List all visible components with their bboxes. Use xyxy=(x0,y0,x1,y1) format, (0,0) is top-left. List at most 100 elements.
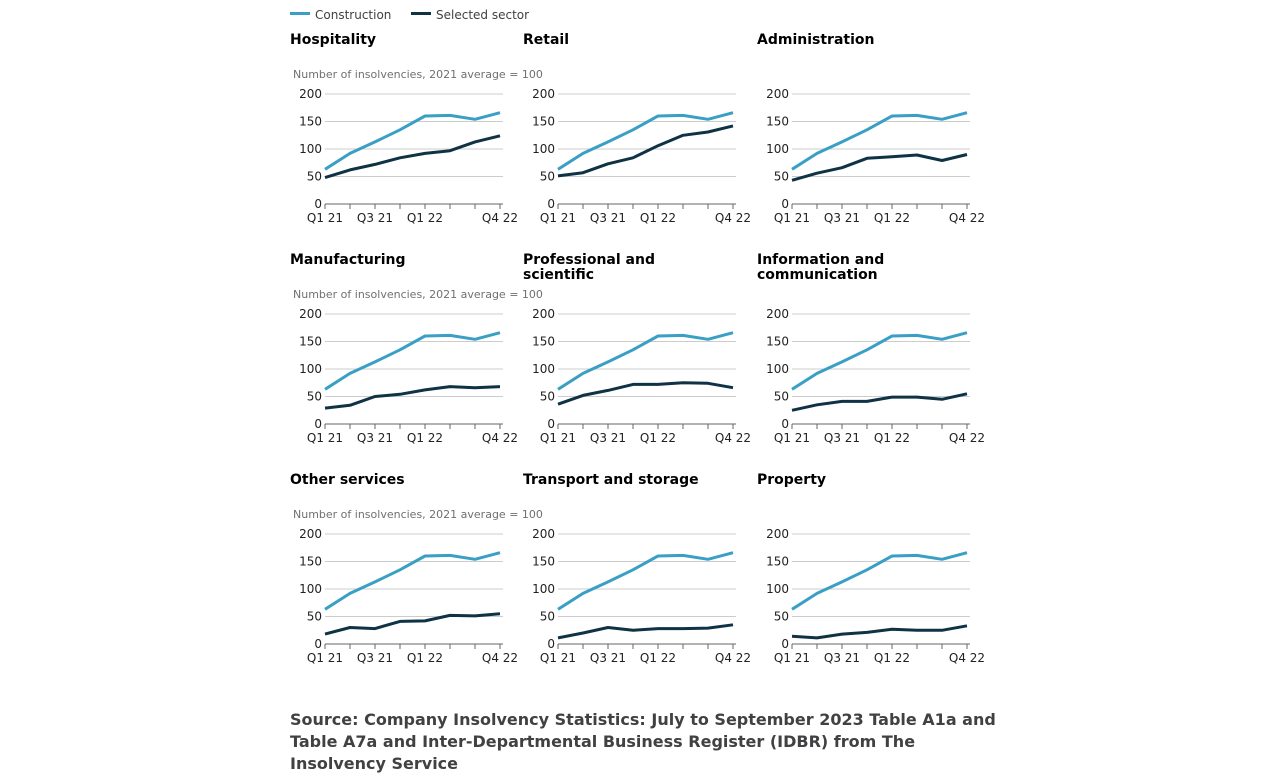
legend-item-selected-sector: Selected sector xyxy=(411,6,529,24)
y-tick-label: 150 xyxy=(532,555,555,569)
y-tick-label: 200 xyxy=(299,87,322,101)
x-tick-label: Q3 21 xyxy=(824,431,860,445)
y-tick-label: 150 xyxy=(532,335,555,349)
x-tick-label: Q4 22 xyxy=(482,211,518,225)
y-tick-label: 150 xyxy=(766,555,789,569)
x-tick-label: Q1 21 xyxy=(774,431,810,445)
x-tick-label: Q3 21 xyxy=(824,651,860,665)
x-tick-label: Q1 21 xyxy=(307,651,343,665)
y-tick-label: 0 xyxy=(547,417,555,431)
x-tick-label: Q4 22 xyxy=(482,651,518,665)
x-tick-label: Q1 22 xyxy=(640,431,676,445)
chart-title: Retail xyxy=(523,32,570,48)
y-tick-label: 50 xyxy=(307,610,322,624)
y-tick-label: 100 xyxy=(766,142,789,156)
y-tick-label: 150 xyxy=(532,115,555,129)
legend-swatch-selected-sector xyxy=(411,12,431,15)
y-tick-label: 200 xyxy=(766,307,789,321)
chart-panel-6: Information and communication 0 50 100 150 20… xyxy=(757,253,987,468)
y-tick-label: 150 xyxy=(299,555,322,569)
series-line-selected-sector xyxy=(557,124,734,178)
y-tick-label: 100 xyxy=(299,362,322,376)
x-tick-label: Q1 22 xyxy=(407,211,443,225)
y-tick-label: 50 xyxy=(540,170,555,184)
x-tick-label: Q3 21 xyxy=(590,211,626,225)
y-tick-label: 150 xyxy=(299,115,322,129)
x-tick-label: Q4 22 xyxy=(949,431,985,445)
y-tick-label: 50 xyxy=(540,390,555,404)
y-tick-label: 150 xyxy=(766,335,789,349)
x-tick-label: Q3 21 xyxy=(357,211,393,225)
series-line-selected-sector xyxy=(324,385,501,410)
y-tick-label: 50 xyxy=(774,610,789,624)
series-line-selected-sector xyxy=(791,153,968,182)
legend-item-construction: Construction xyxy=(290,6,391,24)
line-chart: 0 50 100 150 200 Q1 21 Q3 21 Q1 22 Q4 22 xyxy=(766,307,985,445)
chart-panel-2: Retail 0 50 100 150 200 Q1 21 Q3 21 Q1 22 Q4 22 xyxy=(523,33,753,248)
chart-title: Hospitality xyxy=(290,32,377,48)
y-tick-label: 0 xyxy=(781,637,789,651)
line-chart: 0 50 100 150 200 Q1 21 Q3 21 Q1 22 Q4 22 xyxy=(532,527,751,665)
series-line-construction xyxy=(557,551,734,611)
series-line-construction xyxy=(324,551,501,611)
x-tick-label: Q4 22 xyxy=(715,651,751,665)
series-line-construction xyxy=(791,111,968,171)
series-line-selected-sector xyxy=(557,381,734,406)
line-chart: 0 50 100 150 200 Q1 21 Q3 21 Q1 22 Q4 22 xyxy=(766,527,985,665)
line-chart: 0 50 100 150 200 Q1 21 Q3 21 Q1 22 Q4 22 xyxy=(532,87,751,225)
line-chart: Number of insolvencies, 2021 average = 1… xyxy=(293,508,543,665)
x-tick-label: Q1 22 xyxy=(640,211,676,225)
chart-panel-8: Transport and storage 0 50 100 150 200 Q1 21 Q3… xyxy=(523,473,753,688)
x-tick-label: Q1 21 xyxy=(540,211,576,225)
y-tick-label: 0 xyxy=(314,417,322,431)
chart-title: Property xyxy=(757,472,827,488)
chart-title: Professional and scientific xyxy=(523,252,655,283)
x-tick-label: Q1 22 xyxy=(874,211,910,225)
series-line-construction xyxy=(324,111,501,171)
legend-label-construction: Construction xyxy=(315,8,392,22)
x-tick-label: Q4 22 xyxy=(715,431,751,445)
series-line-construction xyxy=(791,331,968,391)
y-tick-label: 100 xyxy=(299,142,322,156)
y-tick-label: 200 xyxy=(766,87,789,101)
series-line-selected-sector xyxy=(557,623,734,640)
x-tick-label: Q1 22 xyxy=(407,431,443,445)
x-tick-label: Q3 21 xyxy=(824,211,860,225)
y-tick-label: 200 xyxy=(299,307,322,321)
x-tick-label: Q3 21 xyxy=(590,431,626,445)
small-multiples-grid: Hospitality Number of insolvencies, 2021 … xyxy=(290,32,987,688)
y-tick-label: 100 xyxy=(532,362,555,376)
y-tick-label: 50 xyxy=(307,170,322,184)
chart-title: Transport and storage xyxy=(523,472,699,488)
chart-panel-4: Manufacturing Number of insolvencies, 202… xyxy=(290,252,543,468)
y-tick-label: 100 xyxy=(299,582,322,596)
x-tick-label: Q4 22 xyxy=(949,651,985,665)
x-tick-label: Q1 22 xyxy=(874,431,910,445)
x-tick-label: Q4 22 xyxy=(949,211,985,225)
y-tick-label: 0 xyxy=(547,637,555,651)
series-line-construction xyxy=(557,111,734,171)
line-chart: Number of insolvencies, 2021 average = 1… xyxy=(293,68,543,225)
chart-panel-1: Hospitality Number of insolvencies, 2021 … xyxy=(290,32,543,248)
y-tick-label: 100 xyxy=(532,142,555,156)
y-tick-label: 200 xyxy=(299,527,322,541)
series-line-selected-sector xyxy=(324,134,501,180)
y-axis-label: Number of insolvencies, 2021 average = 1… xyxy=(293,288,543,301)
y-axis-label: Number of insolvencies, 2021 average = 1… xyxy=(293,68,543,81)
series-line-construction xyxy=(557,331,734,391)
x-tick-label: Q1 21 xyxy=(540,431,576,445)
legend-label-selected-sector: Selected sector xyxy=(436,8,530,22)
legend-swatch-construction xyxy=(290,12,310,15)
chart-title: Manufacturing xyxy=(290,252,406,268)
x-tick-label: Q1 21 xyxy=(774,651,810,665)
series-line-selected-sector xyxy=(324,612,501,636)
chart-title: Information and communication xyxy=(757,252,885,283)
y-tick-label: 50 xyxy=(774,390,789,404)
y-tick-label: 100 xyxy=(766,582,789,596)
y-tick-label: 50 xyxy=(307,390,322,404)
y-tick-label: 200 xyxy=(766,527,789,541)
x-tick-label: Q4 22 xyxy=(482,431,518,445)
x-tick-label: Q1 22 xyxy=(640,651,676,665)
x-tick-label: Q3 21 xyxy=(590,651,626,665)
x-tick-label: Q1 21 xyxy=(307,211,343,225)
